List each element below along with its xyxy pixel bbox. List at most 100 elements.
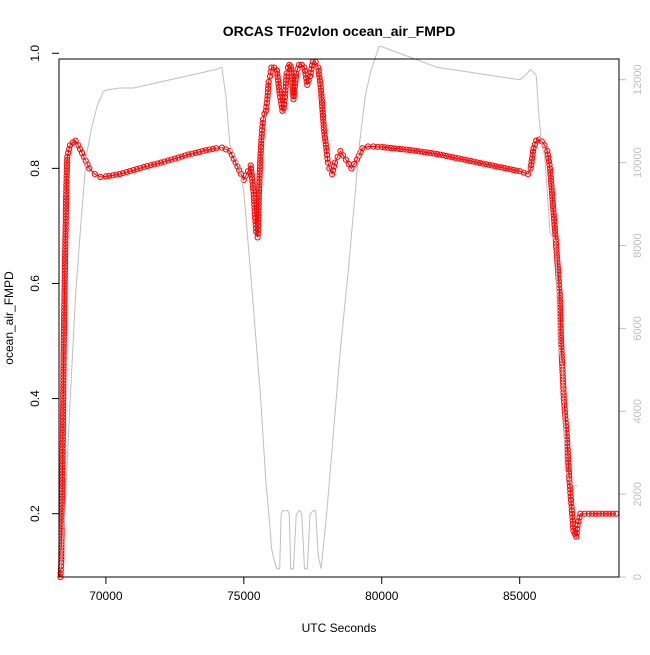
- data-point: [61, 301, 68, 308]
- data-point: [262, 107, 269, 114]
- data-point: [63, 188, 70, 195]
- data-point: [403, 146, 410, 153]
- data-point: [527, 165, 534, 172]
- data-point: [553, 246, 560, 253]
- data-point: [161, 158, 168, 165]
- data-point: [63, 175, 70, 182]
- data-point: [61, 264, 69, 271]
- data-point: [394, 145, 401, 152]
- data-point: [302, 68, 309, 75]
- data-point: [258, 130, 265, 137]
- data-point: [452, 154, 459, 161]
- data-point: [59, 439, 66, 446]
- data-point: [61, 282, 68, 290]
- data-point: [59, 451, 66, 458]
- data-point: [430, 150, 437, 157]
- data-point: [189, 150, 196, 157]
- data-point: [549, 202, 557, 210]
- y-tick-label: 1.0: [28, 45, 42, 62]
- data-point: [263, 100, 270, 107]
- data-point: [566, 483, 574, 490]
- data-point: [495, 163, 502, 170]
- data-point: [251, 201, 258, 208]
- data-point: [554, 256, 561, 263]
- data-point: [61, 273, 68, 280]
- plot-frame: [58, 58, 620, 578]
- data-point: [154, 160, 161, 167]
- series-layer: [57, 46, 620, 581]
- data-point: [317, 84, 324, 91]
- data-point: [62, 237, 69, 244]
- data-point: [318, 87, 325, 94]
- data-point: [267, 68, 274, 76]
- data-point: [59, 436, 66, 443]
- data-point: [602, 510, 610, 517]
- data-point: [530, 145, 537, 152]
- data-point: [561, 398, 568, 406]
- data-point: [61, 316, 68, 323]
- data-point: [182, 152, 189, 159]
- data-point: [61, 279, 68, 286]
- data-point: [528, 161, 535, 169]
- data-point: [378, 144, 385, 151]
- data-point: [256, 178, 263, 186]
- data-point: [449, 154, 456, 161]
- data-point: [274, 74, 281, 81]
- data-point: [192, 149, 199, 156]
- data-point: [62, 206, 70, 213]
- y2-tick-label: 4000: [632, 399, 644, 423]
- data-point: [255, 191, 262, 198]
- data-point: [281, 101, 288, 108]
- data-point: [255, 219, 262, 226]
- data-point: [248, 165, 255, 172]
- data-point: [320, 115, 327, 122]
- data-point: [63, 184, 70, 192]
- data-point: [60, 356, 67, 363]
- data-point: [551, 224, 558, 232]
- data-point: [529, 155, 536, 162]
- data-point: [259, 119, 266, 127]
- y-tick-label: 0.2: [28, 505, 42, 522]
- data-point: [288, 69, 295, 77]
- data-point: [178, 153, 185, 160]
- data-point: [259, 123, 266, 130]
- data-point: [567, 486, 574, 493]
- data-point: [412, 147, 419, 154]
- y2-tick-label: 6000: [632, 316, 644, 340]
- data-point: [275, 77, 282, 84]
- data-point: [561, 405, 568, 412]
- data-point: [529, 151, 536, 158]
- data-point: [320, 125, 327, 132]
- data-point: [59, 448, 66, 455]
- data-point: [510, 166, 517, 174]
- data-point: [133, 166, 140, 173]
- data-point: [400, 146, 407, 153]
- data-point: [61, 298, 68, 305]
- data-point: [206, 146, 213, 153]
- data-point: [357, 148, 364, 156]
- data-point: [256, 175, 263, 182]
- data-point: [60, 383, 67, 390]
- data-point: [60, 328, 68, 335]
- data-point: [315, 64, 322, 71]
- data-point: [370, 143, 377, 150]
- data-point: [264, 89, 271, 96]
- data-point: [307, 69, 314, 76]
- data-point: [126, 168, 134, 175]
- data-point: [61, 307, 68, 314]
- data-point: [427, 150, 434, 157]
- data-point: [482, 161, 490, 168]
- data-point: [151, 161, 158, 168]
- data-point: [324, 155, 331, 162]
- data-point: [59, 430, 67, 437]
- data-point: [59, 423, 67, 430]
- data-point: [306, 73, 314, 80]
- data-point: [424, 149, 431, 156]
- data-point: [59, 467, 66, 474]
- data-point: [489, 162, 496, 169]
- data-point: [498, 164, 505, 171]
- data-point: [61, 289, 68, 296]
- data-point: [342, 156, 349, 163]
- data-point: [59, 417, 67, 424]
